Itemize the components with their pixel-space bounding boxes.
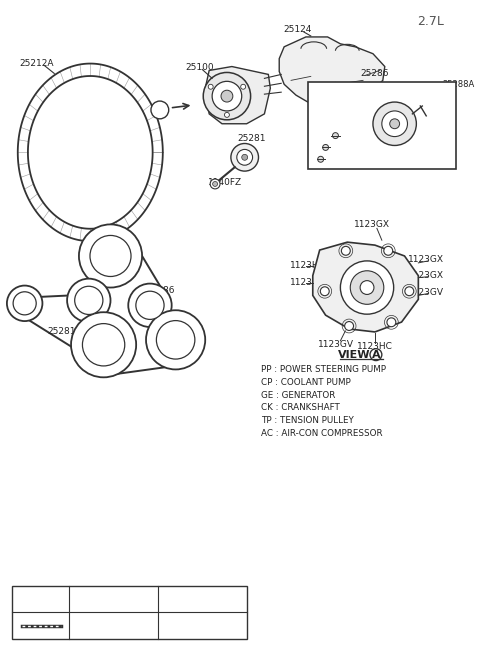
Circle shape	[242, 155, 248, 160]
Text: 25281: 25281	[47, 328, 75, 337]
Circle shape	[212, 81, 242, 111]
Circle shape	[387, 318, 396, 327]
Text: 1123GV: 1123GV	[408, 288, 444, 297]
Circle shape	[237, 149, 252, 165]
Circle shape	[210, 179, 220, 189]
Text: 1140FZ: 1140FZ	[208, 178, 242, 187]
Text: 1123HA: 1123HA	[290, 261, 326, 271]
Circle shape	[146, 310, 205, 369]
Text: TP: TP	[83, 295, 95, 305]
Circle shape	[341, 246, 350, 255]
Text: 1123GX: 1123GX	[290, 278, 326, 287]
Text: CP : COOLANT PUMP: CP : COOLANT PUMP	[262, 378, 351, 386]
Circle shape	[208, 84, 213, 89]
Text: CK : CRANKSHAFT: CK : CRANKSHAFT	[262, 403, 340, 413]
Circle shape	[136, 291, 164, 320]
Text: 25289: 25289	[314, 160, 340, 170]
Text: 1123GV: 1123GV	[317, 340, 353, 349]
Text: 1123GX: 1123GX	[354, 220, 390, 229]
Text: AC: AC	[168, 335, 183, 345]
Text: 25212A: 25212A	[20, 59, 54, 68]
Circle shape	[323, 145, 328, 151]
Text: GE : GENERATOR: GE : GENERATOR	[262, 390, 336, 400]
Text: 1123HC: 1123HC	[357, 343, 393, 351]
Text: 25286: 25286	[360, 69, 389, 78]
Text: PNC: PNC	[192, 595, 213, 604]
Text: 25286: 25286	[146, 286, 175, 295]
Text: GE: GE	[18, 299, 31, 308]
Circle shape	[128, 284, 172, 327]
Text: 2.7L: 2.7L	[417, 14, 444, 28]
Circle shape	[405, 287, 414, 295]
Circle shape	[213, 181, 217, 187]
Bar	[12, 586, 247, 639]
Circle shape	[90, 235, 131, 276]
Text: PP: PP	[104, 251, 117, 261]
Circle shape	[79, 225, 142, 288]
Text: TP: TP	[144, 300, 156, 310]
Polygon shape	[28, 76, 153, 229]
Text: 25124: 25124	[284, 24, 312, 33]
Circle shape	[320, 287, 329, 295]
Circle shape	[67, 278, 110, 322]
Text: GROUP NO: GROUP NO	[86, 595, 141, 604]
Circle shape	[231, 143, 259, 171]
Circle shape	[382, 111, 408, 137]
Polygon shape	[205, 67, 270, 124]
Circle shape	[340, 261, 394, 314]
Text: A: A	[372, 350, 380, 360]
Circle shape	[151, 101, 168, 119]
Bar	[308, 83, 456, 169]
Circle shape	[345, 322, 354, 330]
Circle shape	[318, 157, 324, 162]
Circle shape	[225, 113, 229, 117]
Circle shape	[71, 312, 136, 377]
Text: TP : TENSION PULLEY: TP : TENSION PULLEY	[262, 416, 354, 425]
Text: 25287: 25287	[420, 155, 446, 164]
Circle shape	[221, 90, 233, 102]
Circle shape	[75, 286, 103, 314]
Text: A: A	[157, 105, 163, 115]
Circle shape	[373, 102, 416, 145]
Circle shape	[390, 119, 399, 128]
Text: 25-251: 25-251	[95, 621, 132, 631]
Text: 25212A: 25212A	[181, 621, 223, 631]
Text: 25288A: 25288A	[442, 80, 474, 89]
Circle shape	[384, 246, 393, 255]
Text: 1123GX: 1123GX	[408, 271, 444, 280]
Circle shape	[7, 286, 42, 321]
Text: VIEW: VIEW	[338, 350, 371, 360]
Circle shape	[350, 271, 384, 305]
Circle shape	[83, 324, 125, 366]
Circle shape	[240, 84, 246, 89]
Text: 25281: 25281	[237, 134, 266, 143]
Circle shape	[156, 320, 195, 359]
Polygon shape	[279, 37, 385, 106]
Polygon shape	[313, 242, 419, 332]
Text: CK: CK	[96, 340, 111, 350]
Circle shape	[360, 280, 374, 295]
Circle shape	[203, 73, 251, 120]
Circle shape	[13, 291, 36, 315]
Text: 25100: 25100	[185, 63, 214, 72]
Text: 1123GX: 1123GX	[408, 255, 444, 265]
Text: AC : AIR-CON COMPRESSOR: AC : AIR-CON COMPRESSOR	[262, 429, 383, 438]
Text: 25288: 25288	[348, 100, 375, 109]
Text: PP : POWER STEERING PUMP: PP : POWER STEERING PUMP	[262, 365, 386, 374]
Circle shape	[333, 132, 338, 139]
